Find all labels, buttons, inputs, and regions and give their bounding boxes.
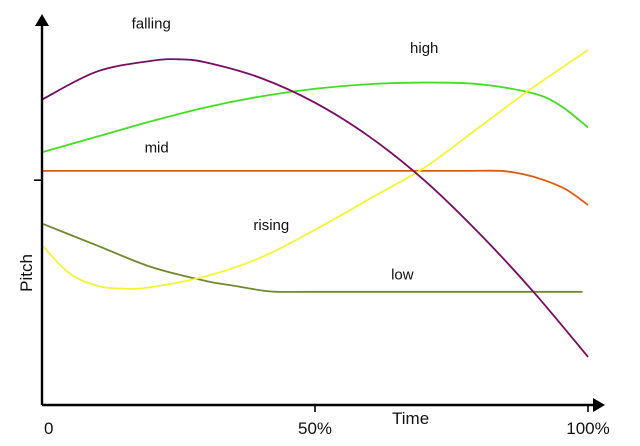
series-label-falling: falling xyxy=(132,15,171,32)
y-axis-title: Pitch xyxy=(17,254,36,292)
x-tick-label: 50% xyxy=(298,419,332,438)
tick-layer: 0 50% 100% xyxy=(34,179,610,438)
series-line-rising xyxy=(41,49,589,290)
series-label-high: high xyxy=(410,40,438,57)
series-layer xyxy=(41,49,589,358)
series-label-mid: mid xyxy=(145,139,169,156)
x-tick-label: 100% xyxy=(566,419,609,438)
series-line-mid xyxy=(42,169,589,206)
x-axis-title: Time xyxy=(392,409,429,428)
series-line-low xyxy=(41,222,583,293)
series-line-falling xyxy=(41,58,589,358)
x-tick-label: 0 xyxy=(44,419,53,438)
annotation-layer: falling high mid rising low xyxy=(132,15,439,283)
series-label-rising: rising xyxy=(253,217,289,234)
series-line-high xyxy=(41,81,589,154)
series-label-low: low xyxy=(391,266,414,283)
